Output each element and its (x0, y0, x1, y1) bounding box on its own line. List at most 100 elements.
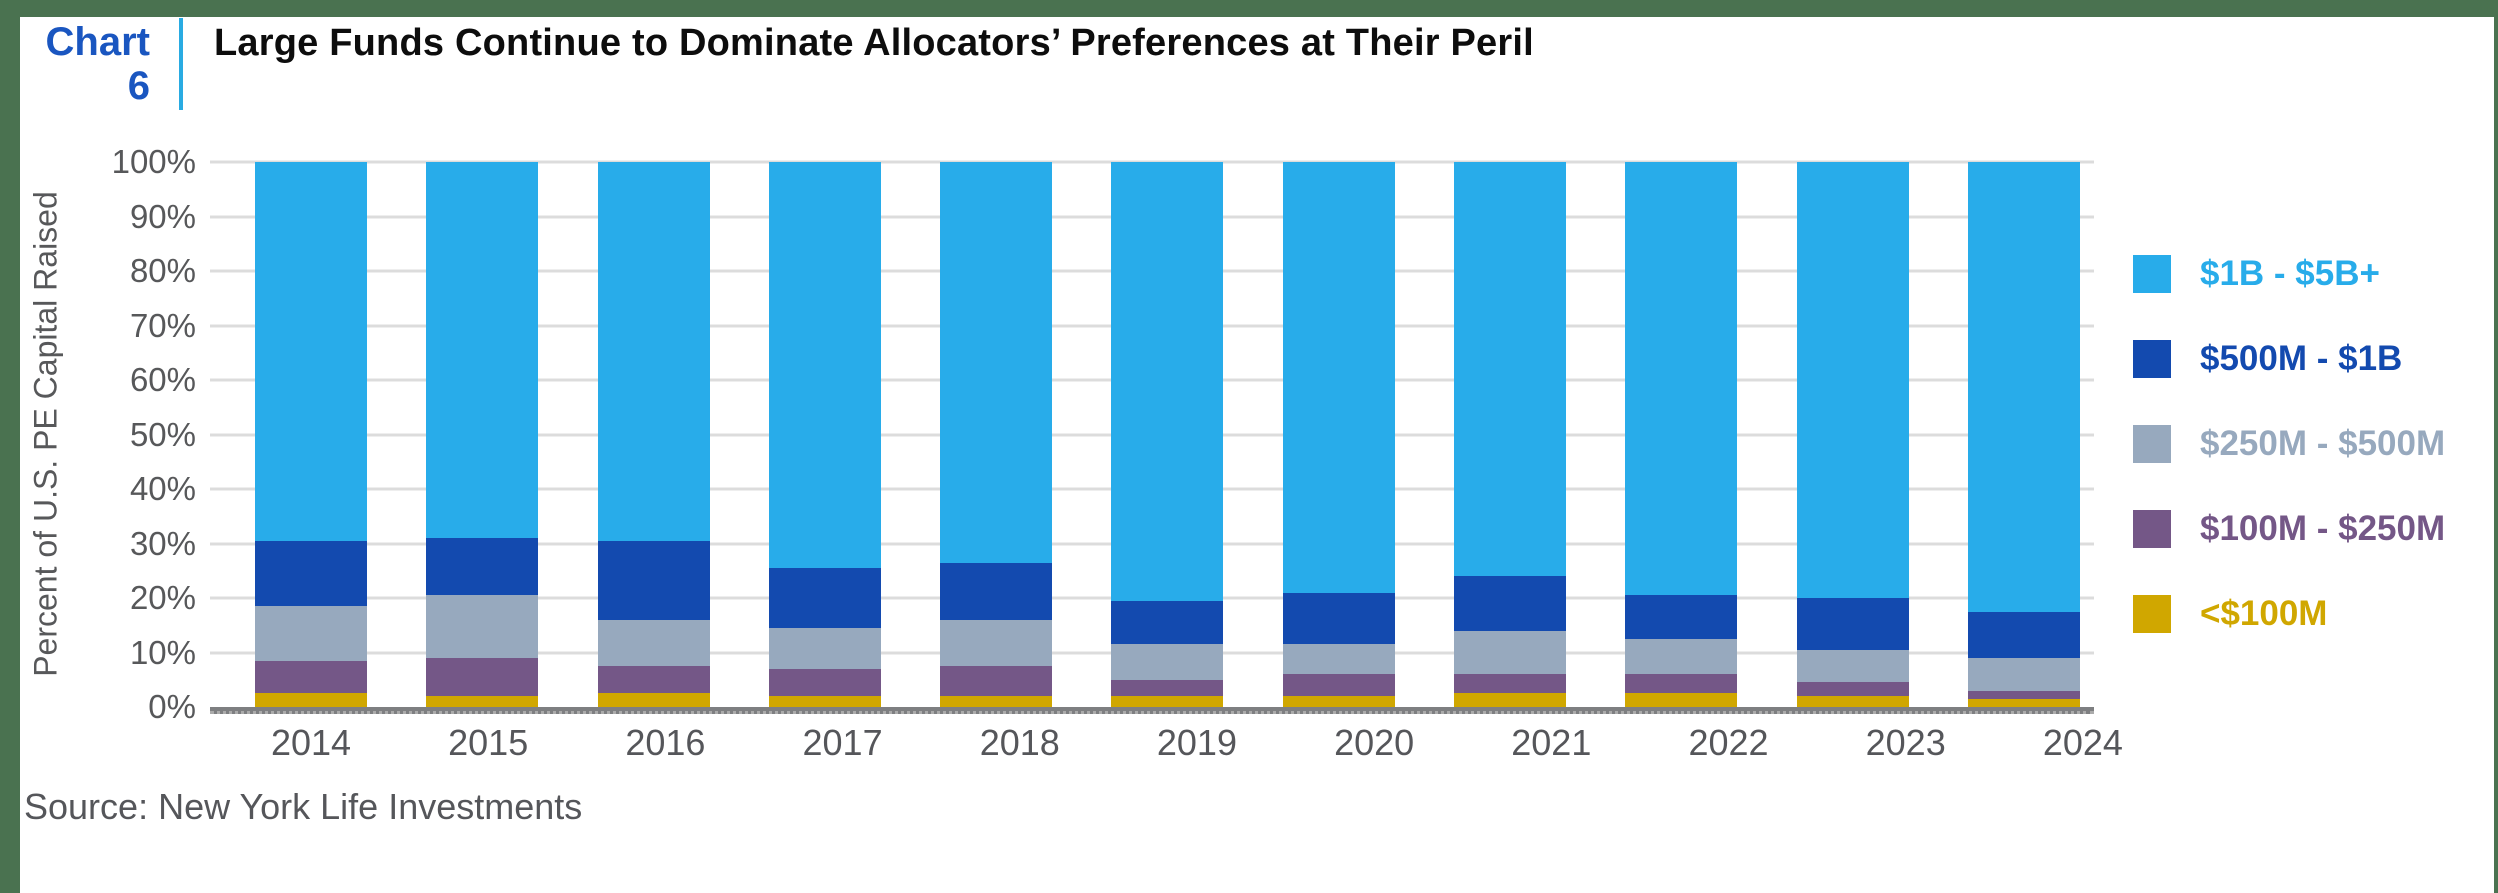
legend-swatch-icon (2133, 595, 2171, 633)
bar-segment (426, 162, 539, 539)
bar-segment (426, 657, 539, 697)
legend-item: <$100M (2133, 594, 2445, 633)
legend-item: $250M - $500M (2133, 424, 2446, 463)
x-tick-label: 2016 (625, 722, 706, 763)
y-tick-label: 80% (129, 252, 196, 289)
bar-segment (768, 668, 881, 697)
y-tick-label: 90% (129, 197, 196, 235)
bar-segment (255, 693, 367, 707)
y-tick-label: 30% (129, 524, 196, 562)
legend-swatch-icon (2133, 425, 2171, 463)
bar-segment (1454, 630, 1567, 675)
x-axis-labels: 2014 2015 2016 2017 2018 2019 2020 2021 2022 2023… (210, 722, 2153, 764)
bar-segment (940, 619, 1053, 667)
bar-segment (1454, 674, 1567, 694)
bar-segment (1282, 696, 1395, 707)
bar-segment (768, 568, 881, 628)
bar-segment (1111, 696, 1224, 707)
legend-swatch-icon (2133, 255, 2171, 293)
bar-segment (597, 540, 710, 620)
page-title: Large Funds Continue to Dominate Allocat… (214, 22, 1534, 64)
bar-segment (1454, 576, 1567, 631)
stacked-bar-2018 (940, 162, 1053, 707)
legend-label: $250M - $500M (2200, 424, 2446, 463)
bar-segment (255, 660, 367, 694)
bar-segment (1111, 644, 1224, 680)
bar-segment (1796, 649, 1909, 683)
bar-segment (426, 595, 539, 658)
bar-segment (255, 606, 367, 661)
bar-segment (1454, 162, 1567, 577)
x-tick-label: 2015 (448, 722, 529, 763)
legend-swatch-icon (2133, 340, 2171, 378)
x-tick-label: 2022 (1688, 722, 1769, 763)
y-axis-tick-labels: 0% 10% 20% 30% 40% 50% 60% 70% 80% 90% 100% (0, 143, 196, 725)
legend-item: $500M - $1B (2133, 339, 2445, 378)
legend-swatch-icon (2133, 510, 2171, 548)
legend: $1B - $5B+ $500M - $1B $250M - $500M $100M … (2133, 254, 2446, 680)
stacked-bar-2020 (1282, 162, 1395, 707)
bar-segment (1282, 674, 1395, 697)
bar-segment (1625, 674, 1738, 694)
bar-segment (597, 619, 710, 667)
bar-segment (768, 162, 881, 569)
bar-segment (1796, 598, 1909, 650)
bar-segment (1796, 682, 1909, 697)
x-tick-label: 2019 (1156, 722, 1237, 763)
bar-segment (940, 696, 1053, 707)
legend-label: <$100M (2200, 594, 2328, 633)
legend-label: $1B - $5B+ (2200, 254, 2380, 293)
bar-segment (1625, 638, 1738, 675)
bar-segment (1967, 162, 2080, 612)
y-tick-label: 0% (148, 688, 196, 725)
bar-segment (1967, 698, 2080, 707)
chart-number-label: Chart 6 (20, 20, 150, 108)
x-tick-label: 2024 (2042, 722, 2123, 763)
bar-segment (597, 693, 710, 707)
bar-segment (426, 696, 539, 707)
bar-segment (1111, 679, 1224, 697)
bar-segment (1967, 611, 2080, 658)
bar-segment (1282, 162, 1395, 593)
bar-segment (1625, 595, 1738, 639)
bar-segment (768, 696, 881, 707)
bar-segment (1454, 693, 1567, 707)
bar-segment (1111, 600, 1224, 645)
x-tick-label: 2023 (1865, 722, 1946, 763)
stacked-bar-2016 (597, 162, 710, 707)
bars-container (210, 162, 2094, 707)
y-tick-label: 10% (129, 633, 196, 671)
stacked-bar-2014 (255, 162, 367, 707)
bar-segment (1967, 690, 2080, 699)
bar-segment (1282, 644, 1395, 675)
bar-segment (1282, 592, 1395, 645)
bar-segment (1625, 162, 1738, 596)
source-note: Source: New York Life Investments (24, 786, 583, 827)
header-divider-line (179, 18, 183, 110)
bar-segment (940, 162, 1053, 563)
x-axis-line (210, 707, 2094, 714)
stacked-bar-2023 (1796, 162, 1909, 707)
bar-segment (940, 562, 1053, 620)
y-tick-label: 100% (111, 143, 196, 180)
chart-number-word: Chart (45, 20, 150, 64)
chart-number-digit: 6 (127, 64, 150, 108)
bar-segment (1625, 693, 1738, 707)
x-tick-label: 2020 (1334, 722, 1415, 763)
y-tick-label: 70% (129, 306, 196, 344)
bar-segment (426, 538, 539, 596)
bar-segment (255, 162, 367, 541)
stacked-bar-2017 (768, 162, 881, 707)
y-tick-label: 20% (129, 579, 196, 616)
bar-segment (1967, 657, 2080, 691)
bar-segment (1111, 162, 1224, 601)
bar-segment (940, 666, 1053, 697)
x-tick-label: 2014 (270, 722, 352, 763)
y-tick-label: 40% (129, 470, 196, 507)
stacked-bar-2024 (1967, 162, 2080, 707)
x-tick-label: 2017 (802, 722, 883, 763)
stacked-bar-2015 (426, 162, 539, 707)
y-tick-label: 50% (129, 415, 196, 453)
bar-segment (1796, 696, 1909, 707)
